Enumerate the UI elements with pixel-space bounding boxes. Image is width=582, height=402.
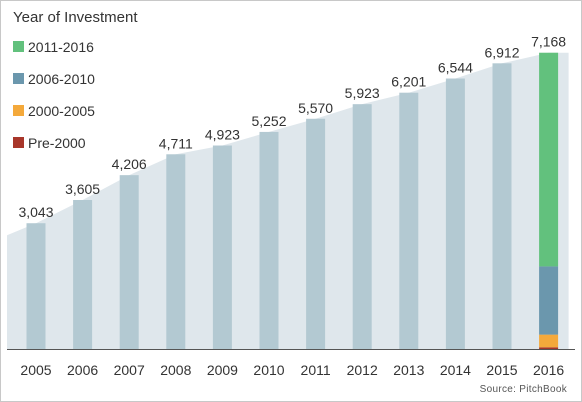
x-tick-label: 2013 [393, 362, 424, 378]
source-note: Source: PitchBook [479, 384, 567, 395]
legend-label: 2011-2016 [28, 38, 94, 55]
bar-2008 [166, 154, 186, 349]
x-tick-label: 2010 [253, 362, 284, 378]
bar-2010 [259, 131, 279, 349]
x-tick-label: 2009 [207, 362, 238, 378]
legend-label: 2000-2005 [28, 102, 95, 119]
bar-2015 [492, 63, 512, 349]
bar-2011 [306, 118, 326, 349]
x-tick-label: 2014 [440, 362, 471, 378]
bar-2012 [352, 104, 372, 349]
legend-label: 2006-2010 [28, 70, 95, 87]
stacked-segment-pre-2000 [539, 347, 559, 349]
data-label: 4,206 [112, 156, 147, 172]
legend-swatch-2006-2010 [13, 73, 24, 84]
bar-2006 [73, 199, 93, 349]
legend-swatch-2000-2005 [13, 105, 24, 116]
data-label: 6,912 [484, 44, 519, 60]
legend-swatch-2011-2016 [13, 41, 24, 52]
background-area [7, 52, 569, 350]
bar-2007 [119, 175, 139, 349]
data-label: 6,201 [391, 74, 426, 90]
data-label: 3,605 [65, 181, 100, 197]
legend-title: Year of Investment [13, 9, 138, 26]
x-tick-label: 2015 [486, 362, 517, 378]
data-label: 5,252 [251, 113, 286, 129]
stacked-segment-2000-2005 [539, 334, 559, 348]
legend: Year of Investment 2011-2016 2006-2010 2… [13, 9, 138, 163]
data-label: 5,923 [345, 85, 380, 101]
bar-2005 [26, 223, 46, 349]
legend-item-pre-2000: Pre-2000 [13, 131, 138, 154]
stacked-segment-2011-2016 [539, 52, 559, 267]
legend-label: Pre-2000 [28, 134, 86, 151]
legend-swatch-pre-2000 [13, 137, 24, 148]
x-tick-label: 2012 [347, 362, 378, 378]
bar-2014 [445, 78, 465, 350]
data-label: 4,711 [159, 135, 193, 151]
data-label: 4,923 [205, 127, 240, 143]
x-tick-label: 2011 [301, 362, 331, 378]
bar-2013 [399, 92, 419, 349]
stacked-segment-2006-2010 [539, 266, 559, 335]
legend-item-2011-2016: 2011-2016 [13, 35, 138, 58]
legend-item-2000-2005: 2000-2005 [13, 99, 138, 122]
x-tick-label: 2005 [20, 362, 51, 378]
x-tick-label: 2008 [160, 362, 191, 378]
legend-item-2006-2010: 2006-2010 [13, 67, 138, 90]
data-label: 5,570 [298, 100, 333, 116]
x-tick-label: 2006 [67, 362, 98, 378]
x-tick-label: 2007 [114, 362, 145, 378]
bar-2009 [212, 145, 232, 349]
data-label: 6,544 [438, 60, 473, 76]
data-label: 3,043 [18, 204, 53, 220]
data-label: 7,168 [531, 34, 566, 50]
x-tick-label: 2016 [533, 362, 564, 378]
